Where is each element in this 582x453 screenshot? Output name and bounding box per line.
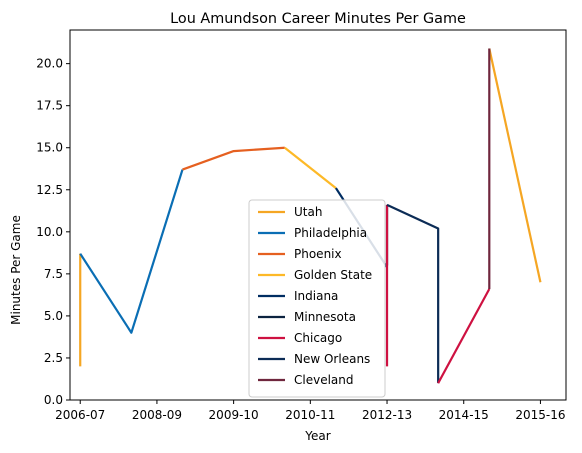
series-line-phoenix-3 [182,146,285,171]
y-tick-label: 10.0 [36,225,63,239]
chart-title: Lou Amundson Career Minutes Per Game [170,11,466,27]
legend-label-philadelphia: Philadelphia [294,226,367,240]
series-line-golden-state-4 [284,146,337,189]
plot-frame [69,29,567,401]
y-tick-label: 15.0 [36,141,63,155]
legend-label-new-orleans: New Orleans [294,352,370,366]
series-line-chicago-9 [437,288,491,384]
legend-label-utah: Utah [294,205,322,219]
x-tick-label: 2015-16 [515,408,565,422]
legend: Utah Philadelphia Phoenix Golden State India… [248,199,386,398]
x-tick-label: 2010-11 [285,408,335,422]
legend-label-cleveland: Cleveland [294,373,354,387]
x-tick-label: 2014-15 [439,408,489,422]
y-axis-title: Minutes Per Game [9,215,23,325]
series-line-new-orleans-8 [386,203,440,384]
x-axis-title: Year [304,429,330,443]
y-tick-label: 17.5 [36,99,63,113]
y-tick-label: 2.5 [44,351,63,365]
legend-label-golden-state: Golden State [294,268,372,282]
x-tick-label: 2008-09 [132,408,182,422]
y-tick-label: 0.0 [44,393,63,407]
y-tick-label: 20.0 [36,57,63,71]
axes: 2006-07 2008-09 2009-10 2010-11 2012-13 2014-… [36,29,567,422]
legend-label-chicago: Chicago [294,331,342,345]
series-line-utah-1 [488,48,542,283]
legend-label-minnesota: Minnesota [294,310,356,324]
legend-label-indiana: Indiana [294,289,338,303]
legend-label-phoenix: Phoenix [294,247,342,261]
y-tick-label: 5.0 [44,309,63,323]
series-line-philadelphia-2 [79,169,184,334]
x-tick-label: 2009-10 [209,408,259,422]
x-tick-label: 2006-07 [55,408,105,422]
y-tick-label: 12.5 [36,183,63,197]
y-tick-label: 7.5 [44,267,63,281]
x-tick-label: 2012-13 [362,408,412,422]
legend-box [248,199,386,398]
